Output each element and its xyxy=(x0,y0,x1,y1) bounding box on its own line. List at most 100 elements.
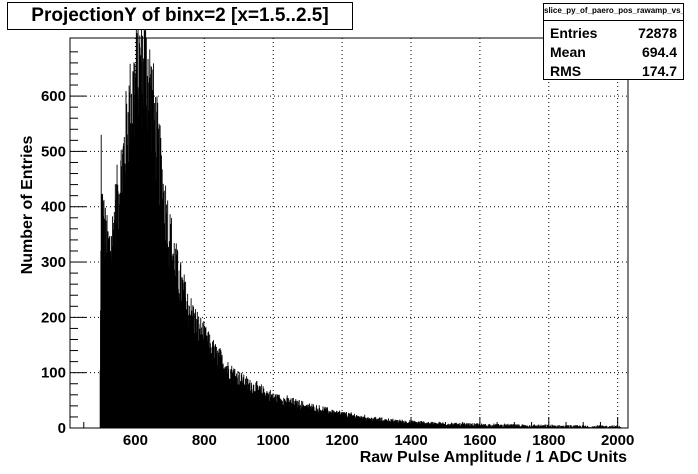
y-axis-ticks: 0 100 200 300 400 500 600 xyxy=(41,51,86,437)
x-tick-label: 1000 xyxy=(257,432,290,449)
histogram-bar xyxy=(527,425,529,428)
histogram-bar xyxy=(616,425,618,428)
x-tick-label: 1600 xyxy=(463,432,496,449)
y-tick-label: 100 xyxy=(41,365,66,382)
histogram-bar xyxy=(606,426,608,428)
histogram-bar xyxy=(505,426,507,428)
histogram-bar xyxy=(550,424,552,428)
stats-key: Entries xyxy=(550,25,598,41)
frame-border xyxy=(69,37,629,429)
histogram-bar xyxy=(545,424,547,428)
histogram-bar xyxy=(605,425,606,428)
histogram-bar xyxy=(563,425,565,428)
histogram-bar xyxy=(572,425,574,428)
histogram-bar xyxy=(503,424,505,428)
histogram-bar xyxy=(507,424,509,428)
histogram-bar xyxy=(604,426,606,428)
y-tick-label: 200 xyxy=(41,309,66,326)
histogram-bar xyxy=(489,424,491,428)
histogram-bar xyxy=(517,424,519,428)
stats-histogram-name: slice_py_of_paero_pos_rawamp_vs_cntr xyxy=(544,6,683,21)
histogram-bar xyxy=(585,425,586,428)
histogram-bar xyxy=(494,424,496,428)
histogram-bar xyxy=(411,420,413,428)
histogram-bar xyxy=(598,425,600,428)
y-tick-label: 0 xyxy=(58,420,66,437)
histogram-bar xyxy=(468,424,470,428)
stats-key: RMS xyxy=(550,63,582,79)
x-tick-label: 600 xyxy=(123,432,148,449)
histogram-bar xyxy=(495,424,497,428)
y-tick-label: 300 xyxy=(41,254,66,271)
statistics-box: slice_py_of_paero_pos_rawamp_vs_cntr Ent… xyxy=(543,3,684,80)
histogram-bar xyxy=(529,425,531,428)
histogram-bar xyxy=(457,423,459,428)
y-axis-label: Number of Entries xyxy=(19,136,36,275)
y-tick-label: 600 xyxy=(41,88,66,105)
histogram-bar xyxy=(587,426,589,428)
histogram-bar xyxy=(601,425,603,428)
x-tick-label: 1200 xyxy=(325,432,358,449)
histogram-bar xyxy=(515,424,517,428)
histogram-bar xyxy=(566,425,568,428)
x-axis-label: Raw Pulse Amplitude / 1 ADC Units xyxy=(360,449,627,466)
histogram-bar xyxy=(551,426,553,428)
histogram-bar xyxy=(562,426,564,428)
stats-key: Mean xyxy=(550,44,586,60)
histogram-bar xyxy=(500,424,502,428)
histogram-bar xyxy=(613,425,615,428)
histogram-bar xyxy=(549,425,551,428)
histogram-bar xyxy=(579,425,581,428)
histogram-bar xyxy=(574,425,575,428)
histogram-bar xyxy=(558,425,560,428)
stats-row-rms: RMS 174.7 xyxy=(550,63,677,83)
histogram-bar xyxy=(538,424,540,428)
chart-title: ProjectionY of binx=2 [x=1.5..2.5] xyxy=(31,5,329,26)
histogram-bar xyxy=(600,425,602,428)
histogram-bar xyxy=(471,425,473,428)
histogram-bar xyxy=(511,424,513,428)
histogram-bar xyxy=(540,424,542,428)
histogram-bar xyxy=(459,422,461,428)
histogram-bar xyxy=(519,426,521,428)
chart-title-box: ProjectionY of binx=2 [x=1.5..2.5] xyxy=(7,2,353,30)
histogram-bar xyxy=(583,425,585,428)
histogram-bar xyxy=(474,423,476,428)
x-tick-label: 2000 xyxy=(601,432,634,449)
y-tick-label: 400 xyxy=(41,199,66,216)
histogram-bar xyxy=(594,426,596,428)
histogram-bar xyxy=(548,425,550,428)
histogram-bar xyxy=(595,425,597,428)
histogram-bar xyxy=(584,426,585,428)
histogram-bar xyxy=(570,425,572,428)
stats-value: 174.7 xyxy=(641,63,677,79)
stats-value: 72878 xyxy=(638,25,677,41)
histogram-bar xyxy=(605,425,607,428)
histogram-bar xyxy=(578,425,580,428)
histogram-bar xyxy=(557,425,559,428)
x-tick-label: 1800 xyxy=(532,432,565,449)
histogram-bar xyxy=(486,425,488,428)
histogram-bar xyxy=(568,425,570,428)
histogram-bar xyxy=(618,425,620,428)
histogram-bar xyxy=(530,426,532,428)
histogram-bar xyxy=(559,425,561,428)
histogram-bar xyxy=(609,426,611,428)
histogram-bar xyxy=(591,426,593,428)
y-tick-label: 500 xyxy=(41,143,66,160)
histogram-bar xyxy=(438,421,440,428)
histogram-bar xyxy=(466,423,468,428)
x-tick-label: 1400 xyxy=(394,432,427,449)
histogram-bar xyxy=(536,426,538,428)
histogram-bar xyxy=(476,423,478,428)
histogram-bar xyxy=(537,425,539,428)
histogram-bar xyxy=(597,425,598,428)
histogram-bar xyxy=(580,426,582,428)
histogram-bar xyxy=(557,426,559,428)
histogram-bar xyxy=(611,425,613,428)
histogram-bar xyxy=(588,426,590,428)
stats-row-mean: Mean 694.4 xyxy=(550,44,677,64)
histogram-bar xyxy=(534,425,536,428)
histogram-bar xyxy=(490,424,492,428)
